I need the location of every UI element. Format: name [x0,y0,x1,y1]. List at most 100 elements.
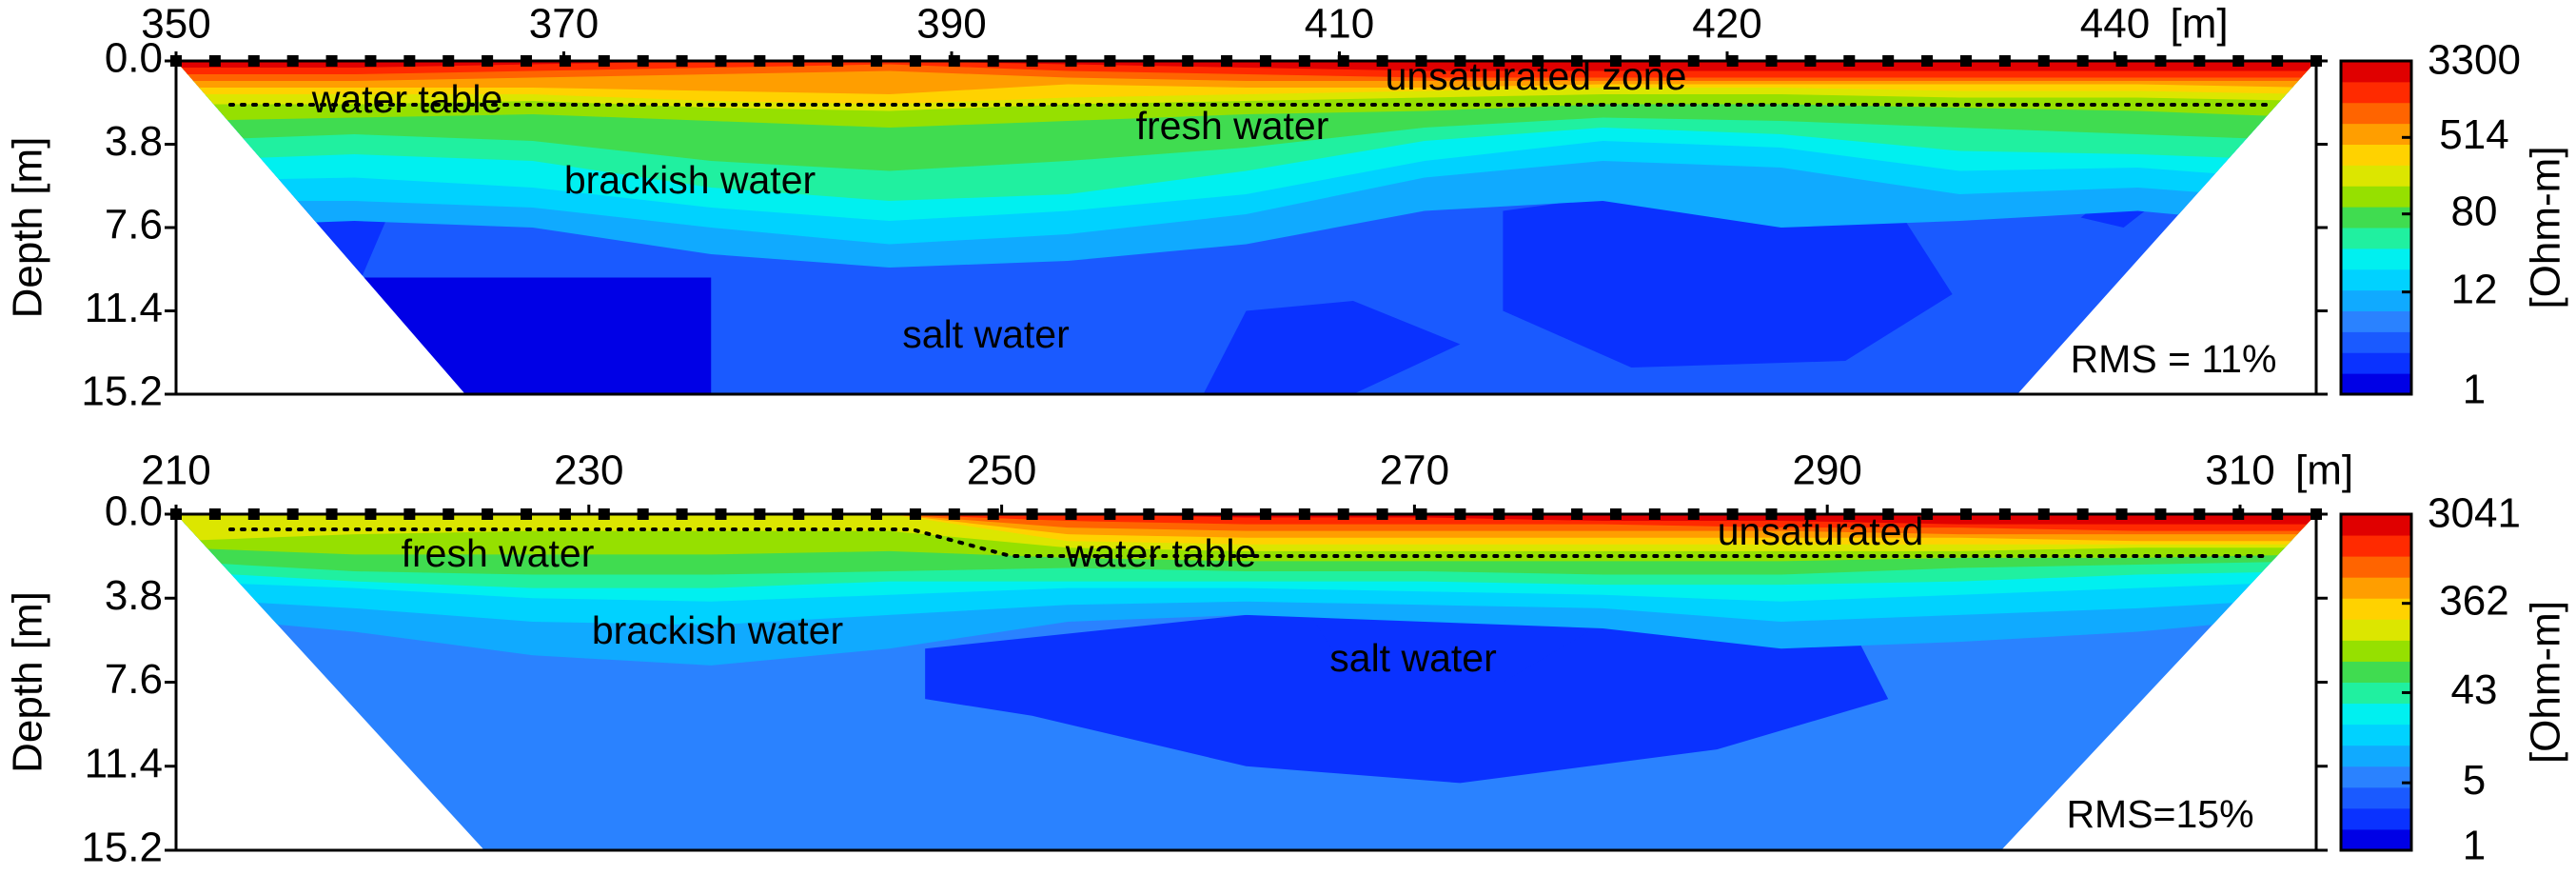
colorbar-swatch [2341,807,2411,830]
electrode [2193,55,2206,67]
electrode [1571,508,1583,520]
annotation: unsaturated [1718,509,1924,553]
electrode [793,55,805,67]
colorbar-swatch [2341,682,2411,705]
electrode [2115,508,2128,520]
electrode [442,508,455,520]
electrode [325,55,338,67]
electrode [1882,55,1895,67]
electrode [2193,508,2206,520]
annotation: brackish water [564,158,816,202]
electrode [2154,55,2167,67]
resistivity-band [176,61,2316,71]
electrode [1609,55,1622,67]
colorbar-swatch [2341,535,2411,557]
colorbar-frame [2339,59,2413,396]
electrode [1337,508,1349,520]
y-tick-label: 7.6 [105,202,163,249]
electrode [1882,508,1895,520]
y-axis-label: Depth [m] [5,137,51,319]
resistivity-band [176,514,2316,525]
colorbar-swatch [2341,786,2411,809]
electrode [832,55,844,67]
x-tick-label: 370 [529,1,599,48]
x-unit-label: [m] [2295,447,2353,494]
colorbar-swatch [2341,661,2411,683]
colorbar-swatch [2341,514,2411,536]
colorbar-swatch [2341,703,2411,726]
x-tick-label: 440 [2080,1,2150,48]
annotation: water table [311,77,503,121]
low-resistivity-zone [346,277,712,394]
electrode [1687,55,1700,67]
colorbar-swatch [2341,165,2411,187]
electrode [2076,508,2089,520]
electrode [676,508,688,520]
electrode [598,55,610,67]
colorbar-swatch [2341,123,2411,145]
electrode [1104,55,1116,67]
electrode [442,55,455,67]
electrode [2154,508,2167,520]
electrode [403,508,416,520]
electrode [1065,508,1077,520]
electrode [1143,508,1155,520]
electrode [2232,55,2245,67]
electrode [1726,508,1739,520]
y-tick-label: 11.4 [85,740,163,786]
electrode [247,55,260,67]
x-unit-label: [m] [2171,1,2229,48]
annotation: RMS = 11% [2071,337,2277,381]
water-table-line [228,527,2269,558]
colorbar-tick-label: 514 [2439,111,2508,158]
electrode [1998,508,2011,520]
electrode [987,55,999,67]
colorbar-swatch [2341,745,2411,767]
electrode [482,55,494,67]
electrode [1415,508,1427,520]
x-tick-label: 410 [1305,1,1374,48]
panel: 210 230 250 270 290 310 [m] 0.0 3.8 7.6 11.4 15.2 De… [5,447,2569,871]
electrode [2076,55,2089,67]
electrode [1921,508,1934,520]
y-tick-label: 15.2 [81,368,163,415]
electrode [598,508,610,520]
x-tick-label: 310 [2205,447,2274,494]
electrode [208,55,221,67]
colorbar-tick-label: 5 [2463,757,2486,804]
electrode [1532,508,1544,520]
electrode [482,508,494,520]
electrode [871,55,883,67]
colorbar-frame [2339,512,2413,852]
electrode [1259,55,1271,67]
colorbar-swatch [2341,228,2411,249]
electrode [247,508,260,520]
x-tick-label: 250 [967,447,1036,494]
electrode [521,55,533,67]
x-tick-label: 420 [1692,1,1761,48]
electrode [987,508,999,520]
colorbar-swatch [2341,724,2411,746]
electrode [2271,55,2284,67]
colorbar-swatch [2341,207,2411,229]
electrode [1571,55,1583,67]
colorbar-swatch [2341,619,2411,641]
electrode [637,508,649,520]
x-tick-label: 290 [1792,447,1861,494]
colorbar-swatch [2341,640,2411,662]
electrode [325,508,338,520]
electrode [1104,508,1116,520]
y-tick-label: 0.0 [105,35,163,82]
resistivity-field [176,514,2316,850]
electrode [1765,55,1778,67]
electrode [1532,55,1544,67]
y-tick-label: 15.2 [81,825,163,871]
colorbar-tick-label: 3300 [2428,37,2521,84]
annotation: salt water [902,312,1069,356]
x-tick-label: 210 [141,447,210,494]
colorbar-swatch [2341,144,2411,166]
electrode [2232,508,2245,520]
electrode [2271,508,2284,520]
low-resistivity-zone [925,598,1889,784]
